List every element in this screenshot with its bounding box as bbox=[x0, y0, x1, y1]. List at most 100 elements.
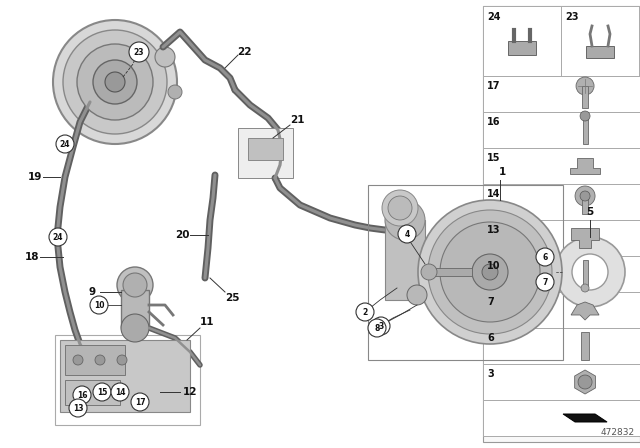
Bar bbox=[121, 290, 149, 328]
Circle shape bbox=[418, 200, 562, 344]
Text: 3: 3 bbox=[487, 369, 493, 379]
Text: 2: 2 bbox=[362, 307, 367, 316]
Text: 24: 24 bbox=[60, 139, 70, 148]
Circle shape bbox=[155, 47, 175, 67]
Bar bbox=[582, 86, 588, 108]
Circle shape bbox=[95, 355, 105, 365]
Circle shape bbox=[93, 60, 137, 104]
Circle shape bbox=[111, 383, 129, 401]
Circle shape bbox=[368, 319, 386, 337]
Bar bbox=[385, 220, 425, 300]
Bar bbox=[483, 364, 640, 400]
Text: 22: 22 bbox=[237, 47, 252, 57]
Bar bbox=[368, 185, 563, 360]
Bar bbox=[55, 335, 200, 425]
Bar bbox=[561, 6, 639, 76]
Circle shape bbox=[117, 355, 127, 365]
Text: 14: 14 bbox=[115, 388, 125, 396]
Circle shape bbox=[482, 264, 498, 280]
Circle shape bbox=[388, 196, 412, 220]
Text: 13: 13 bbox=[487, 225, 500, 235]
Circle shape bbox=[49, 228, 67, 246]
Text: 21: 21 bbox=[290, 115, 304, 125]
Circle shape bbox=[117, 267, 153, 303]
Bar bbox=[483, 6, 640, 442]
Circle shape bbox=[73, 386, 91, 404]
Text: 7: 7 bbox=[487, 297, 493, 307]
Circle shape bbox=[53, 20, 177, 144]
Circle shape bbox=[105, 72, 125, 92]
Text: 15: 15 bbox=[487, 153, 500, 163]
Circle shape bbox=[77, 44, 153, 120]
Bar bbox=[483, 220, 640, 256]
Polygon shape bbox=[563, 414, 607, 422]
Circle shape bbox=[356, 303, 374, 321]
Text: 19: 19 bbox=[28, 172, 42, 182]
Circle shape bbox=[129, 42, 149, 62]
Text: 7: 7 bbox=[542, 277, 548, 287]
Circle shape bbox=[93, 383, 111, 401]
Text: 5: 5 bbox=[586, 207, 594, 217]
Polygon shape bbox=[570, 158, 600, 174]
Circle shape bbox=[382, 190, 418, 226]
Bar bbox=[483, 328, 640, 364]
Bar bbox=[583, 260, 588, 288]
Text: 13: 13 bbox=[73, 404, 83, 413]
Circle shape bbox=[56, 135, 74, 153]
Text: 17: 17 bbox=[487, 81, 500, 91]
Circle shape bbox=[168, 85, 182, 99]
Text: 18: 18 bbox=[25, 252, 39, 262]
Bar bbox=[581, 332, 589, 360]
Circle shape bbox=[372, 317, 390, 335]
Circle shape bbox=[580, 191, 590, 201]
Bar bbox=[483, 256, 640, 292]
Text: 4: 4 bbox=[404, 229, 410, 238]
Bar bbox=[582, 196, 588, 214]
Bar bbox=[483, 292, 640, 328]
Circle shape bbox=[421, 264, 437, 280]
Text: 16: 16 bbox=[77, 391, 87, 400]
Text: 6: 6 bbox=[542, 253, 548, 262]
Circle shape bbox=[123, 273, 147, 297]
Bar bbox=[425, 268, 472, 276]
Bar bbox=[586, 46, 614, 58]
Circle shape bbox=[440, 222, 540, 322]
Text: 24: 24 bbox=[487, 12, 500, 22]
Bar bbox=[583, 116, 588, 144]
Text: 12: 12 bbox=[183, 387, 197, 397]
Text: 15: 15 bbox=[97, 388, 107, 396]
Circle shape bbox=[63, 30, 167, 134]
Bar bbox=[483, 6, 561, 76]
Circle shape bbox=[578, 375, 592, 389]
Text: 472832: 472832 bbox=[601, 428, 635, 437]
Circle shape bbox=[121, 314, 149, 342]
Text: 16: 16 bbox=[487, 117, 500, 127]
Text: 9: 9 bbox=[88, 287, 95, 297]
Text: 14: 14 bbox=[487, 189, 500, 199]
Text: 8: 8 bbox=[374, 323, 380, 332]
Bar bbox=[508, 41, 536, 55]
Bar bbox=[483, 76, 640, 112]
Text: 23: 23 bbox=[134, 47, 144, 56]
Polygon shape bbox=[571, 228, 599, 248]
Bar bbox=[483, 184, 640, 220]
Circle shape bbox=[428, 210, 552, 334]
Bar bbox=[248, 138, 283, 160]
Circle shape bbox=[398, 225, 416, 243]
Circle shape bbox=[580, 111, 590, 121]
Text: 3: 3 bbox=[378, 322, 383, 331]
Circle shape bbox=[536, 273, 554, 291]
Circle shape bbox=[69, 399, 87, 417]
Circle shape bbox=[581, 284, 589, 292]
Bar bbox=[483, 400, 640, 436]
Text: 20: 20 bbox=[175, 230, 189, 240]
Circle shape bbox=[131, 393, 149, 411]
Circle shape bbox=[407, 285, 427, 305]
Circle shape bbox=[576, 77, 594, 95]
Bar bbox=[65, 380, 120, 405]
Text: 10: 10 bbox=[93, 301, 104, 310]
Text: 11: 11 bbox=[200, 317, 214, 327]
Circle shape bbox=[385, 200, 425, 240]
Bar bbox=[65, 345, 125, 375]
Text: 6: 6 bbox=[487, 333, 493, 343]
